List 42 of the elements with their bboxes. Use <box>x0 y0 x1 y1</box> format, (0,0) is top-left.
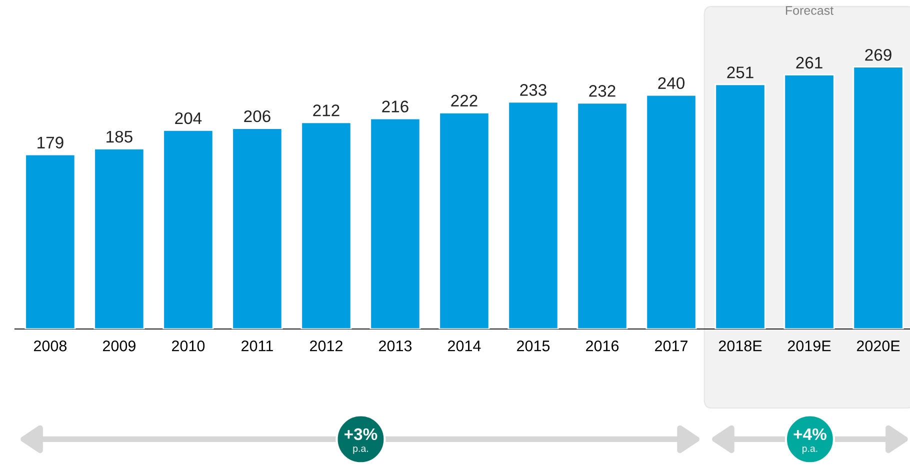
bar <box>714 84 766 329</box>
data-label: 233 <box>520 84 546 96</box>
data-label: 232 <box>589 85 616 97</box>
x-tick-label: 2012 <box>310 340 342 352</box>
bar <box>370 118 421 329</box>
bar <box>576 102 628 329</box>
x-tick-label: 2010 <box>172 340 205 352</box>
x-tick-label: 2013 <box>378 340 412 352</box>
data-label: 261 <box>796 56 822 69</box>
text: +4% p.a. <box>794 428 826 454</box>
bar <box>300 122 352 329</box>
x-tick-label: 2009 <box>102 340 136 352</box>
data-label: 185 <box>106 130 132 143</box>
data-label: 269 <box>865 48 892 61</box>
text: +3% p.a. <box>344 428 378 454</box>
bar <box>232 128 283 329</box>
bar <box>24 154 76 329</box>
x-tick-label: 2011 <box>242 340 273 352</box>
data-label: 222 <box>451 94 478 106</box>
data-label: 179 <box>38 136 64 148</box>
band-label: Forecast <box>786 6 834 15</box>
data-label: 240 <box>658 77 684 90</box>
bar <box>508 101 559 329</box>
bar <box>646 94 697 329</box>
data-label: 212 <box>313 104 340 116</box>
x-tick-label: 2019E <box>788 340 831 352</box>
x-tick-label: 2016 <box>586 340 619 352</box>
x-tick-label: 2017 <box>655 340 688 352</box>
x-tick-label: 2020E <box>856 340 900 352</box>
x-tick-label: 2014 <box>448 340 481 352</box>
data-label: 216 <box>382 100 408 112</box>
x-tick-label: 2015 <box>517 340 550 352</box>
bar <box>162 130 214 329</box>
bar <box>438 112 490 329</box>
bar <box>784 74 835 329</box>
x-tick-label: 2008 <box>34 340 67 352</box>
data-label: 206 <box>244 110 270 122</box>
data-label: 251 <box>727 66 754 78</box>
bar <box>94 148 145 329</box>
x-tick-label: 2018E <box>718 340 762 352</box>
data-label: 204 <box>175 112 202 124</box>
bar <box>852 66 904 329</box>
